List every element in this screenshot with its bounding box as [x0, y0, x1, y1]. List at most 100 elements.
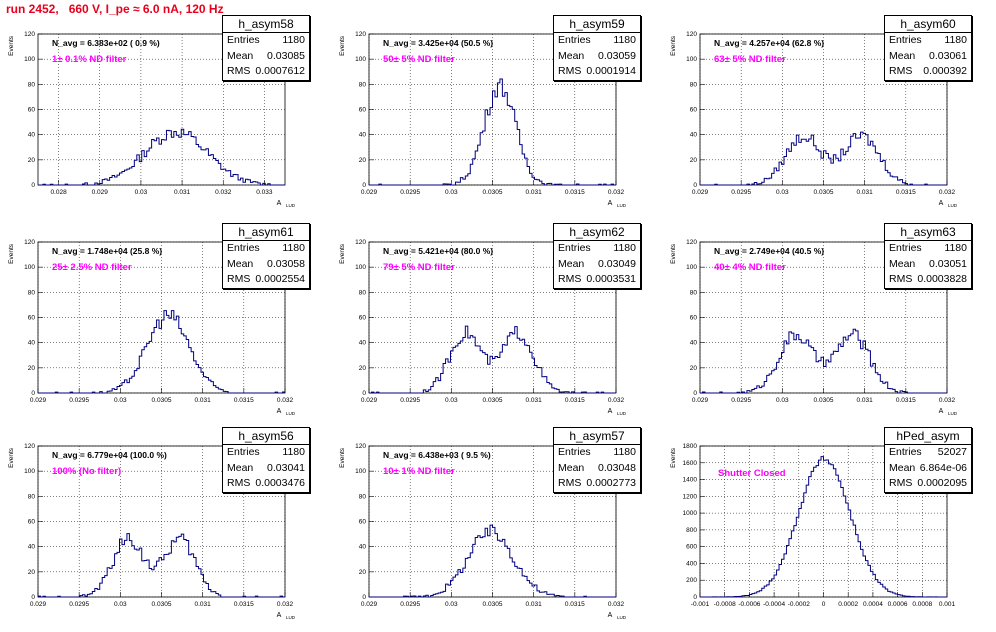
x-tick-label: 0.03 [445, 397, 458, 404]
y-tick-label: 40 [359, 340, 367, 347]
x-tick-label: 0.031 [857, 189, 874, 196]
stats-row-mean: Mean 0.03049 [554, 257, 640, 273]
stats-row-rms: RMS 0.0002095 [885, 476, 971, 492]
stats-key: Mean [558, 49, 585, 62]
filter-note: 50± 5% ND filter [383, 54, 455, 65]
x-axis-label-subscript: LUD [948, 203, 958, 208]
y-tick-label: 1200 [683, 493, 698, 500]
y-tick-label: 0 [362, 182, 366, 189]
stats-value: 0.0003476 [255, 477, 305, 489]
stats-key: Entries [889, 34, 922, 46]
x-axis-label-subscript: LUD [617, 411, 627, 416]
x-axis-label: A [608, 408, 613, 415]
stats-row-rms: RMS 0.0007612 [223, 64, 309, 80]
y-axis-label: Events [8, 447, 15, 468]
x-tick-label: 0.032 [608, 601, 625, 608]
y-tick-label: 0 [31, 594, 35, 601]
y-axis-label: Events [670, 243, 677, 264]
plot-frame [368, 241, 617, 394]
x-tick-label: 0.0006 [888, 601, 908, 608]
x-tick-label: 0.0295 [731, 397, 751, 404]
histogram-panel-h_asym56: 0.029 0.0295 0.03 0.0305 0.031 0.0315 0.032 0 20… [0, 427, 330, 632]
plot-frame [699, 33, 948, 186]
x-tick-label: 0.0295 [731, 189, 751, 196]
stats-key: RMS [558, 65, 582, 77]
stats-value: 0.03061 [929, 49, 967, 62]
y-tick-label: 80 [690, 289, 698, 296]
x-axis-label-subscript: LUD [948, 411, 958, 416]
stats-value: 0.0002554 [255, 273, 305, 285]
plot-frame [368, 445, 617, 598]
histogram-panel-h_asym61: 0.029 0.0295 0.03 0.0305 0.031 0.0315 0.032 0 20… [0, 223, 330, 428]
histogram-svg: -0.001 -0.0008 -0.0006 -0.0004 -0.0002 0 0.000… [670, 443, 956, 608]
stats-key: RMS [889, 65, 913, 77]
stats-value: 0.0001914 [586, 65, 636, 77]
stats-value: 0.0002773 [586, 477, 636, 489]
plot-frame [37, 445, 286, 598]
plot-frame [699, 445, 948, 598]
y-axis-label: Events [339, 35, 346, 56]
x-axis-label: A [939, 200, 944, 207]
y-tick-label: 100 [24, 468, 35, 475]
x-tick-label: 0.0305 [814, 397, 834, 404]
stats-row-entries: Entries 1180 [554, 241, 640, 257]
stats-key: Mean [889, 461, 916, 474]
x-tick-label: 0.032 [608, 397, 625, 404]
y-tick-label: 0 [31, 182, 35, 189]
histogram-panel-h_asym62: 0.029 0.0295 0.03 0.0305 0.031 0.0315 0.032 0 20… [331, 223, 661, 428]
stats-value: 6.864e-06 [919, 461, 967, 474]
stats-value: 0.0002095 [917, 477, 967, 489]
stats-row-entries: Entries 1180 [223, 33, 309, 49]
x-axis-label-subscript: LUD [617, 203, 627, 208]
x-tick-label: 0.033 [256, 189, 273, 196]
stats-row-entries: Entries 1180 [223, 241, 309, 257]
y-tick-label: 60 [28, 315, 36, 322]
stats-value: 1180 [613, 242, 636, 254]
stats-key: Mean [227, 257, 254, 270]
stats-row-mean: Mean 6.864e-06 [885, 461, 971, 477]
y-tick-label: 60 [690, 315, 698, 322]
y-tick-label: 40 [359, 132, 367, 139]
stats-key: Entries [558, 446, 591, 458]
histogram-panel-h_asym60: 0.029 0.0295 0.03 0.0305 0.031 0.0315 0.032 0 20… [662, 15, 992, 220]
y-tick-label: 120 [686, 31, 697, 38]
stats-value: 1180 [613, 34, 636, 46]
x-tick-label: 0.0295 [400, 397, 420, 404]
stats-row-entries: Entries 1180 [885, 33, 971, 49]
y-tick-label: 20 [28, 365, 36, 372]
stats-key: RMS [889, 477, 913, 489]
y-axis-label: Events [8, 35, 15, 56]
x-tick-label: 0.029 [30, 601, 47, 608]
stats-key: Entries [558, 242, 591, 254]
navg-label: N_avg = 6.383e+02 ( 0.9 %) [52, 38, 160, 48]
stats-row-rms: RMS 0.0003828 [885, 272, 971, 288]
plot-frame [699, 241, 948, 394]
y-tick-label: 100 [355, 56, 366, 63]
y-tick-label: 60 [28, 107, 36, 114]
y-tick-label: 40 [690, 132, 698, 139]
stats-title: h_asym58 [223, 16, 309, 33]
x-axis-label-subscript: LUD [286, 203, 296, 208]
histogram-line [38, 310, 285, 394]
stats-box: hPed_asym Entries 52027 Mean 6.864e-06 RMS 0.0… [884, 427, 972, 493]
histogram-svg: 0.029 0.0295 0.03 0.0305 0.031 0.0315 0.032 0 20… [8, 239, 296, 416]
y-tick-label: 20 [359, 365, 367, 372]
stats-row-mean: Mean 0.03061 [885, 49, 971, 65]
histogram-line [369, 325, 616, 394]
y-tick-label: 80 [359, 493, 367, 500]
y-tick-label: 1600 [683, 460, 698, 467]
histogram-panel-h_asym57: 0.029 0.0295 0.03 0.0305 0.031 0.0315 0.032 0 20… [331, 427, 661, 632]
x-tick-label: 0.031 [526, 601, 543, 608]
stats-value: 1180 [944, 242, 967, 254]
x-tick-label: 0.032 [215, 189, 232, 196]
x-tick-label: 0.029 [692, 189, 709, 196]
x-tick-label: 0.0002 [838, 601, 858, 608]
x-tick-label: 0.029 [361, 397, 378, 404]
x-tick-label: 0.03 [114, 601, 127, 608]
x-tick-label: 0.029 [92, 189, 109, 196]
x-tick-label: 0.0315 [565, 397, 585, 404]
y-tick-label: 120 [686, 239, 697, 246]
stats-key: Mean [227, 49, 254, 62]
stats-row-mean: Mean 0.03059 [554, 49, 640, 65]
y-tick-label: 80 [28, 289, 36, 296]
